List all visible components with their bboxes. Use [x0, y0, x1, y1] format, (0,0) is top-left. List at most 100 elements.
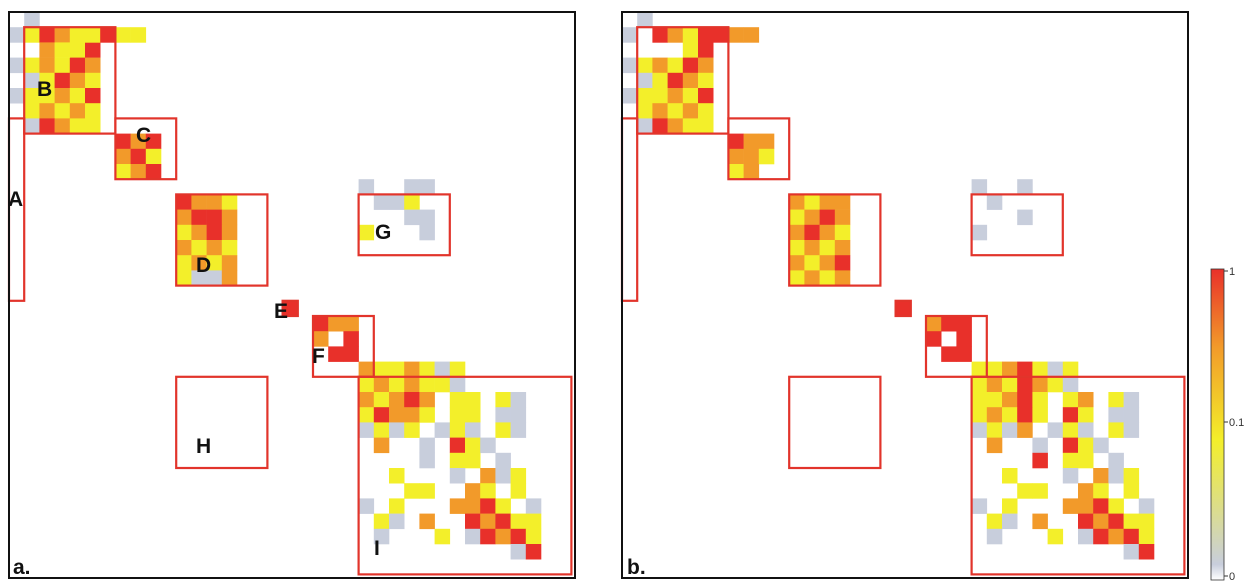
heatmap-cell	[130, 148, 147, 165]
heatmap-cell	[510, 407, 527, 423]
heatmap-cell	[404, 209, 420, 226]
heatmap-cell	[652, 57, 668, 74]
heatmap-cell	[758, 148, 775, 165]
heatmap-cell	[358, 179, 375, 195]
heatmap-cell	[1108, 407, 1124, 423]
heatmap-cell	[1002, 513, 1018, 530]
heatmap-cell	[389, 392, 405, 408]
heatmap-cell	[525, 544, 542, 560]
heatmap-cell	[743, 148, 760, 165]
heatmap-cell	[282, 300, 299, 317]
heatmap-cell	[24, 118, 40, 134]
heatmap-cell	[819, 255, 836, 271]
heatmap-cell	[986, 513, 1003, 530]
panel-a	[7, 11, 576, 579]
heatmap-cell	[1002, 422, 1018, 438]
heatmap-cell	[480, 437, 496, 454]
heatmap-cell	[1032, 361, 1048, 378]
heatmap-cell	[1123, 544, 1140, 560]
heatmap-cell	[39, 88, 55, 104]
heatmap-cell	[1062, 376, 1079, 393]
heatmap-cell	[373, 437, 390, 454]
heatmap-cell	[176, 240, 192, 256]
heatmap-cell	[85, 118, 101, 134]
block-label-g: G	[375, 221, 391, 244]
heatmap-cell	[449, 452, 466, 469]
heatmap-cell	[667, 118, 684, 134]
heatmap-cell	[419, 392, 435, 408]
heatmap-cell	[465, 452, 481, 469]
heatmap-cell	[652, 72, 668, 89]
heatmap-cell	[24, 88, 40, 104]
heatmap-cell	[682, 103, 699, 119]
heatmap-cell	[358, 361, 375, 378]
heatmap-cell	[39, 57, 55, 74]
colorbar-label-1: 1	[1229, 266, 1235, 278]
heatmap-cell	[1032, 376, 1048, 393]
heatmap-cell	[1078, 407, 1094, 423]
heatmap-cell	[1093, 437, 1109, 454]
heatmap-cell	[191, 270, 207, 286]
heatmap-cell	[1032, 437, 1048, 454]
heatmap-cell	[419, 361, 435, 378]
heatmap-cell	[495, 528, 511, 545]
block-label-f: F	[312, 345, 325, 368]
heatmap-cell	[1138, 498, 1155, 514]
heatmap-cell	[419, 513, 435, 530]
heatmap-cell	[1002, 407, 1018, 423]
heatmap-cell	[682, 88, 699, 104]
block-box-e	[281, 299, 299, 318]
heatmap-cell	[986, 376, 1003, 393]
heatmap-cell	[1123, 528, 1140, 545]
heatmap-cell	[1062, 392, 1079, 408]
heatmap-cell	[1138, 544, 1155, 560]
heatmap-cell	[652, 27, 668, 43]
heatmap-cell	[1062, 468, 1079, 484]
heatmap-cell	[39, 72, 55, 89]
heatmap-cell	[206, 270, 223, 286]
heatmap-cell	[510, 483, 527, 499]
heatmap-cell	[389, 194, 405, 210]
heatmap-cell	[419, 376, 435, 393]
heatmap-cell	[789, 255, 805, 271]
heatmap-cell	[804, 209, 820, 226]
heatmap-cell	[449, 422, 466, 438]
heatmap-cell	[434, 422, 451, 438]
heatmap-cell	[221, 209, 238, 226]
heatmap-cell	[1138, 513, 1155, 530]
heatmap-cell	[1093, 528, 1109, 545]
heatmap-cell	[221, 255, 238, 271]
block-box-i	[970, 375, 1186, 576]
heatmap-cell	[419, 407, 435, 423]
panel-label-a: a.	[13, 556, 31, 579]
heatmap-cell	[698, 42, 714, 58]
heatmap-cell	[9, 88, 25, 104]
heatmap-cell	[419, 179, 435, 195]
heatmap-cell	[622, 88, 638, 104]
block-box-g	[357, 193, 451, 257]
heatmap-cell	[637, 88, 653, 104]
heatmap-cell	[54, 88, 71, 104]
block-box-d	[788, 193, 882, 287]
heatmap-cell	[465, 422, 481, 438]
heatmap-cell	[100, 27, 116, 43]
heatmap-cell	[1093, 513, 1109, 530]
heatmap-cell	[404, 179, 420, 195]
block-label-b: B	[37, 78, 52, 101]
heatmap-cell	[495, 422, 511, 438]
heatmap-cell	[85, 103, 101, 119]
heatmap-cell	[1062, 498, 1079, 514]
heatmap-cell	[667, 72, 684, 89]
heatmap-cell	[191, 209, 207, 226]
heatmap-cell	[1078, 452, 1094, 469]
heatmap-cell	[39, 42, 55, 58]
heatmap-cell	[1032, 407, 1048, 423]
heatmap-cell	[313, 316, 329, 332]
heatmap-cell	[404, 422, 420, 438]
heatmap-cell	[69, 27, 86, 43]
heatmap-cell	[819, 194, 836, 210]
heatmap-cell	[191, 194, 207, 210]
heatmap-cell	[637, 103, 653, 119]
heatmap-cell	[115, 148, 131, 165]
heatmap-cell	[1002, 468, 1018, 484]
